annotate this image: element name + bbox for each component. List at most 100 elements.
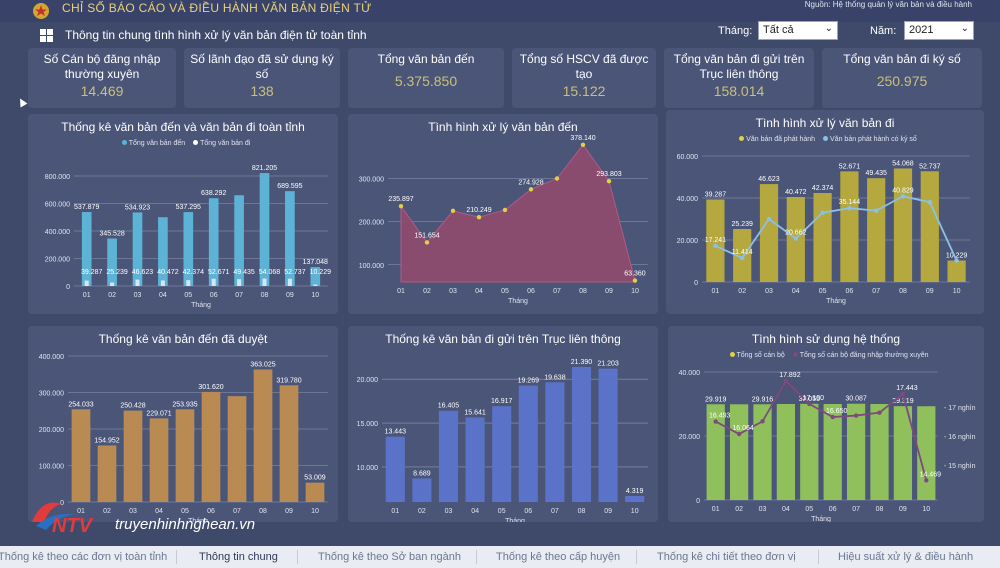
chart-title: Thống kê văn bản đến đã duyệt [98, 332, 268, 346]
y-tick-label: 0 [694, 280, 698, 287]
chart-panel-incoming-processing[interactable]: Tình hình xử lý văn bản đến 100.000 200.0… [348, 114, 658, 314]
y-tick-label: 0 [60, 500, 64, 507]
y2-tick-label: - 17 nghìn [944, 405, 976, 412]
month-select[interactable]: Tất cả ⌄ [758, 21, 838, 40]
x-tick-label: 06 [829, 506, 837, 513]
kpi-label: Số Cán bộ đăng nhập thường xuyên [43, 52, 161, 81]
x-tick-label: 10 [922, 506, 930, 513]
tab-unit-detail[interactable]: Thống kê chi tiết theo đơn vị [657, 551, 796, 563]
x-tick-label: 03 [134, 292, 142, 299]
chart-panel-system-usage[interactable]: Tình hình sử dụng hệ thống Tổng số cán b… [668, 326, 984, 522]
tab-general-info[interactable]: Thông tin chung [199, 551, 278, 563]
data-label: 13.443 [385, 429, 407, 436]
x-tick-label: 03 [129, 508, 137, 515]
bar [110, 282, 115, 286]
month-label: Tháng: [718, 25, 753, 37]
legend-item: Tổng văn bản đi [200, 140, 251, 147]
data-label: 154.952 [94, 437, 119, 444]
bar [800, 403, 819, 500]
x-tick-label: 05 [181, 508, 189, 515]
x-tick-label: 04 [471, 508, 479, 515]
x-tick-label: 05 [498, 508, 506, 515]
bar [313, 284, 318, 286]
tab-performance[interactable]: Hiệu suất xử lý & điều hành [838, 551, 974, 563]
bar [107, 238, 117, 286]
year-select-value: 2021 [909, 24, 934, 36]
point [398, 203, 404, 209]
bar [947, 260, 966, 282]
point [783, 378, 789, 384]
bar [310, 267, 321, 286]
data-label: 16.405 [438, 403, 460, 410]
chart-panel-incoming-outgoing[interactable]: Thống kê văn bản đến và văn bản đi toàn … [28, 114, 338, 314]
bar [385, 436, 405, 502]
kpi-card-work-files[interactable]: Tổng số HSCV đã được tạo 15.122 [512, 48, 656, 108]
y2-tick-label: - 15 nghìn [944, 463, 976, 470]
y-tick-label: 20.000 [679, 434, 701, 441]
kpi-card-signed-outgoing[interactable]: Tổng văn bản đi ký số 250.975 [822, 48, 982, 108]
y-tick-label: 0 [66, 284, 70, 291]
chart-panel-approved-incoming[interactable]: Thống kê văn bản đến đã duyệt 0 100.000 20… [28, 326, 338, 522]
point [736, 431, 742, 437]
kpi-card-logged-in-staff[interactable]: Số Cán bộ đăng nhập thường xuyên 14.469 [28, 48, 176, 108]
data-label: 42.374 [812, 185, 834, 192]
y-tick-label: 300.000 [359, 177, 384, 184]
bar [729, 404, 749, 500]
point [847, 205, 852, 211]
point [766, 216, 772, 222]
chart-title: Tình hình xử lý văn bản đi [755, 116, 895, 130]
point [830, 414, 835, 420]
x-axis-label: Tháng [505, 518, 525, 522]
x-tick-label: 05 [805, 506, 813, 513]
kpi-value: 14.469 [80, 83, 124, 99]
y2-tick-label: - 16 nghìn [944, 434, 976, 441]
point [713, 419, 718, 424]
data-label: 21.203 [597, 361, 619, 368]
bar [920, 171, 939, 282]
kpi-card-outgoing-axis[interactable]: Tổng văn bản đi gửi trên Trục liên thông… [664, 48, 814, 108]
y-tick-label: 200.000 [39, 427, 64, 434]
chevron-down-icon: ⌄ [824, 23, 833, 34]
point [820, 210, 825, 215]
data-label: 46.623 [758, 176, 780, 183]
x-tick-label: 03 [759, 506, 767, 513]
data-label: 229.071 [146, 410, 171, 417]
chart-title: Thống kê văn bản đến và văn bản đi toàn … [61, 120, 305, 134]
x-tick-label: 06 [524, 508, 532, 515]
x-tick-label: 07 [233, 508, 241, 515]
x-tick-label: 01 [712, 288, 720, 295]
chart-panel-outgoing-processing[interactable]: Tình hình xử lý văn bản đi Văn bản đã ph… [666, 110, 984, 314]
section-title: Thông tin chung tình hình xử lý văn bản … [65, 28, 367, 42]
data-label: 301.620 [198, 384, 223, 391]
kpi-card-incoming-docs[interactable]: Tổng văn bản đến 5.375.850 [348, 48, 504, 108]
x-tick-label: 04 [159, 292, 167, 299]
x-tick-label: 01 [77, 508, 85, 515]
y-tick-label: 200.000 [45, 257, 70, 264]
data-label: 363.025 [250, 361, 275, 368]
tab-by-district[interactable]: Thống kê theo cấp huyện [496, 551, 621, 563]
x-tick-label: 07 [235, 292, 243, 299]
kpi-card-digital-signers[interactable]: Số lãnh đạo đã sử dụng ký số 138 [184, 48, 340, 108]
x-tick-label: 10 [311, 292, 319, 299]
chart-svg: 100.000 200.000 300.000 01 02 03 04 05 06 07 08 09 1… [359, 135, 648, 305]
point [450, 208, 456, 214]
x-tick-label: 07 [553, 288, 561, 295]
kpi-value: 250.975 [876, 73, 928, 89]
x-tick-label: 01 [83, 292, 91, 299]
chart-panel-outgoing-axis[interactable]: Thống kê văn bản đi gửi trên Trục liên t… [348, 326, 658, 522]
bar [492, 406, 512, 502]
year-select[interactable]: 2021 ⌄ [904, 21, 974, 40]
point [554, 176, 560, 181]
tab-by-unit[interactable]: Thống kê theo các đơn vị toàn tỉnh [0, 551, 168, 563]
chart-svg: 0 20.000 40.000 60.000 01 02 03 04 05 06 07 08 09 10 T… [677, 154, 970, 305]
bar [571, 366, 592, 502]
y-tick-label: 0 [696, 498, 700, 505]
y-tick-label: 20.000 [677, 238, 699, 245]
x-tick-label: 06 [846, 288, 854, 295]
x-axis-label: Tháng [188, 518, 208, 522]
bar [97, 445, 117, 502]
bar [598, 368, 618, 502]
bar [186, 280, 191, 286]
x-tick-label: 08 [899, 288, 907, 295]
tab-by-department[interactable]: Thống kê theo Sở ban ngành [318, 551, 461, 563]
